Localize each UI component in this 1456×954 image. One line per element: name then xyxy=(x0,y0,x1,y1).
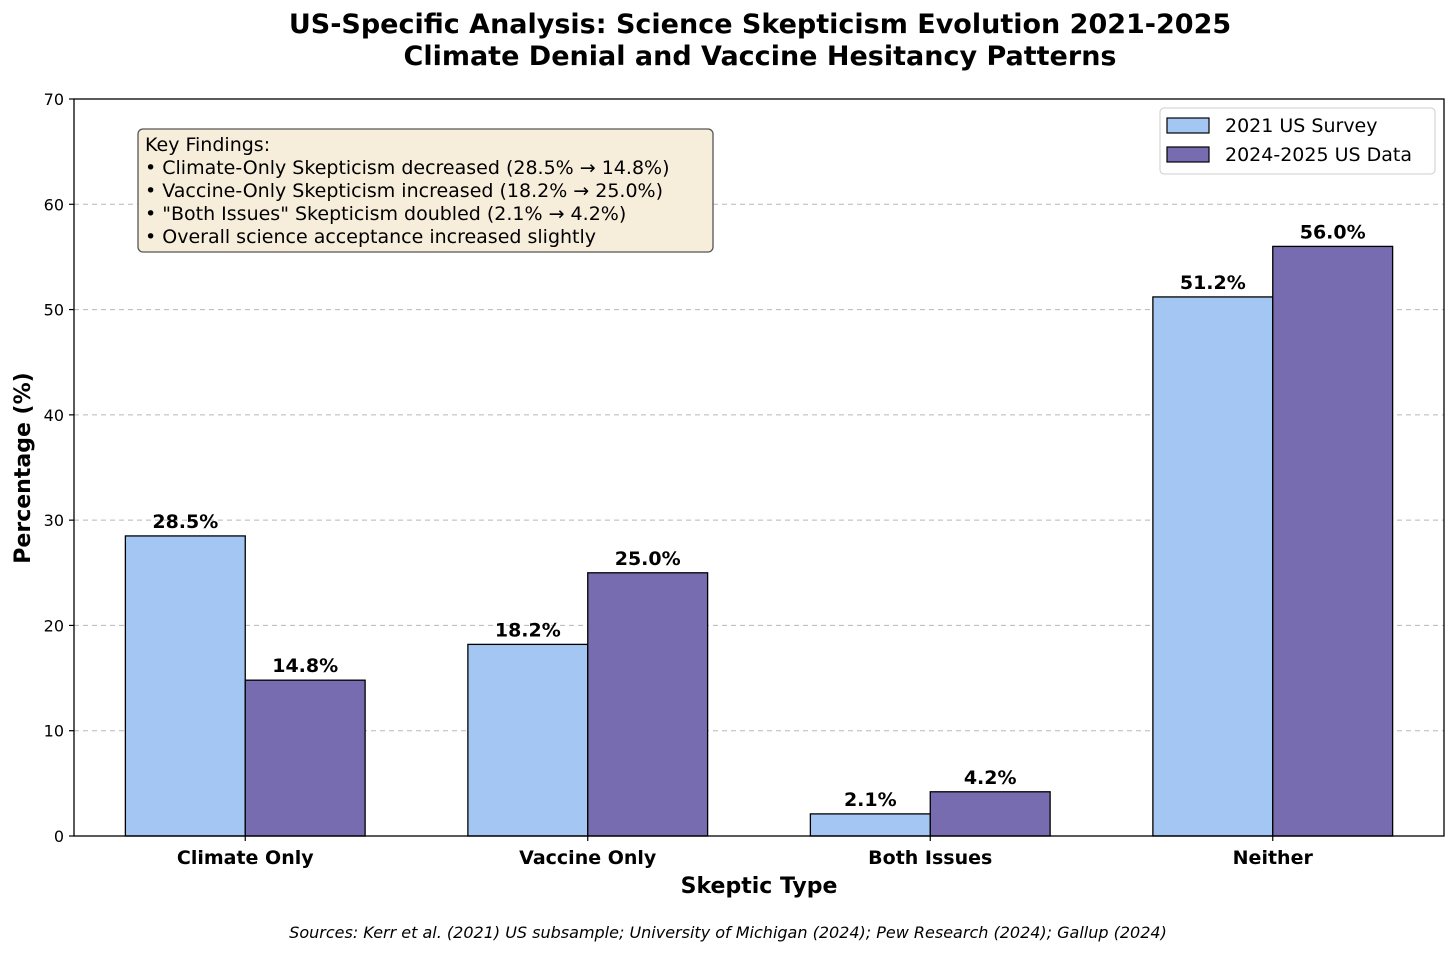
annotation-line: • "Both Issues" Skepticism doubled (2.1%… xyxy=(145,203,626,225)
y-tick-label: 10 xyxy=(44,722,64,741)
legend-frame xyxy=(1159,107,1436,175)
data-label: 56.0% xyxy=(1300,221,1366,243)
annotation-background xyxy=(137,128,714,253)
annotation-line: Key Findings: xyxy=(145,134,270,156)
data-label: 4.2% xyxy=(964,767,1017,789)
legend-swatch-2021 xyxy=(1166,117,1210,134)
source-note: Sources: Kerr et al. (2021) US subsample… xyxy=(289,923,1167,942)
y-axis-title: Percentage (%) xyxy=(11,372,36,563)
chart-title-line1: US-Specific Analysis: Science Skepticism… xyxy=(289,9,1231,40)
legend-swatch-2024-2025 xyxy=(1166,146,1210,163)
bar xyxy=(809,813,931,837)
bar xyxy=(929,791,1051,837)
y-tick-label: 40 xyxy=(44,406,64,425)
bar xyxy=(587,572,709,837)
legend-label-2024-2025: 2024-2025 US Data xyxy=(1225,144,1412,166)
y-tick-label: 30 xyxy=(44,511,64,530)
x-tick-label: Both Issues xyxy=(868,847,992,869)
bar xyxy=(124,535,246,837)
y-tick-label: 20 xyxy=(44,616,64,635)
bar xyxy=(1152,296,1274,837)
annotation-line: • Overall science acceptance increased s… xyxy=(145,226,596,248)
plot-frame xyxy=(73,98,1445,837)
y-tick-label: 0 xyxy=(54,827,64,846)
x-axis-ticks: Climate Only Vaccine Only Both Issues Neith… xyxy=(177,836,1314,869)
annotation-line: • Climate-Only Skepticism decreased (28.… xyxy=(145,157,670,179)
x-tick-label: Vaccine Only xyxy=(519,847,657,869)
y-tick-label: 50 xyxy=(44,301,64,320)
data-label: 2.1% xyxy=(844,789,897,811)
legend: 2021 US Survey 2024-2025 US Data xyxy=(1159,107,1436,175)
bar xyxy=(467,643,589,837)
annotation-box: Key Findings: • Climate-Only Skepticism … xyxy=(137,128,714,253)
data-label: 14.8% xyxy=(272,655,338,677)
annotation-line: • Vaccine-Only Skepticism increased (18.… xyxy=(145,180,663,202)
bar xyxy=(1272,245,1394,837)
x-tick-label: Neither xyxy=(1233,847,1314,869)
data-label: 25.0% xyxy=(615,548,681,570)
data-label: 18.2% xyxy=(495,619,561,641)
x-axis-title: Skeptic Type xyxy=(681,874,838,899)
bars xyxy=(124,245,1394,837)
legend-label-2021: 2021 US Survey xyxy=(1225,115,1378,137)
bar xyxy=(244,679,366,837)
y-axis-ticks: 0 10 20 30 40 50 60 70 xyxy=(44,90,74,846)
data-labels: 28.5% 14.8% 18.2% 25.0% 2.1% 4.2% 51.2% 56.0% xyxy=(152,221,1365,810)
y-tick-label: 70 xyxy=(44,90,64,109)
data-label: 28.5% xyxy=(152,511,218,533)
chart-title-line2: Climate Denial and Vaccine Hesitancy Pat… xyxy=(404,41,1117,72)
y-tick-label: 60 xyxy=(44,195,64,214)
x-tick-label: Climate Only xyxy=(177,847,314,869)
data-label: 51.2% xyxy=(1180,272,1246,294)
